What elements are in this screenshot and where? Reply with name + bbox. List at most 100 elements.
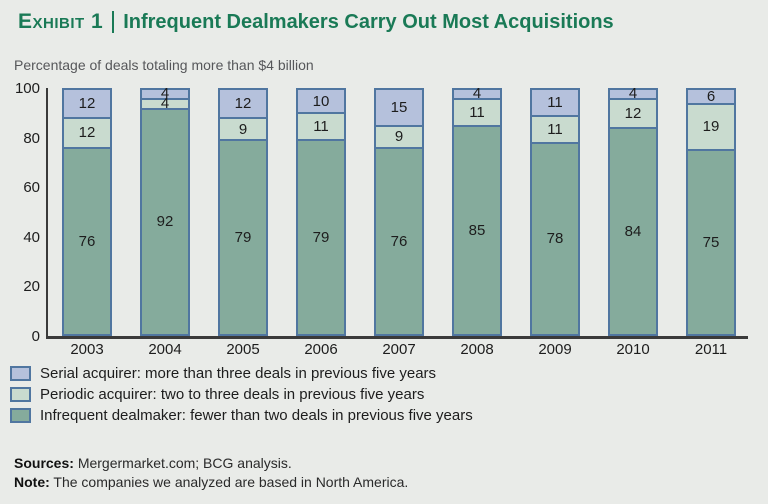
- bar-value-label: 79: [312, 229, 330, 247]
- y-axis-line: [46, 88, 48, 336]
- bar-value-label: 10: [312, 92, 330, 110]
- note-text: The companies we analyzed are based in N…: [53, 474, 409, 490]
- bar-2006: 10 11 79: [296, 88, 346, 336]
- exhibit-title: Exhibit 1 Infrequent Dealmakers Carry Ou…: [18, 10, 614, 34]
- legend-swatch: [10, 387, 31, 402]
- bar-segment: 92: [142, 109, 188, 334]
- sources-line: Sources: Mergermarket.com; BCG analysis.: [14, 455, 292, 471]
- note-label: Note:: [14, 474, 50, 490]
- bar-segment: 11: [532, 90, 578, 117]
- bar-segment: 11: [532, 116, 578, 144]
- bar-value-label: 19: [702, 118, 720, 136]
- bar-value-label: 9: [238, 120, 248, 138]
- bar-value-label: 76: [390, 232, 408, 250]
- bar-value-label: 4: [160, 85, 170, 103]
- x-tick-label: 2008: [460, 341, 494, 358]
- bar-value-label: 79: [234, 229, 252, 247]
- x-tick-label: 2005: [226, 341, 260, 358]
- bar-segment: 75: [688, 150, 734, 334]
- bar-value-label: 11: [547, 93, 563, 111]
- bar-segment: 12: [220, 90, 266, 120]
- x-axis-line: [46, 336, 748, 339]
- bar-segment: 12: [64, 119, 110, 149]
- legend-swatch: [10, 408, 31, 423]
- bar-value-label: 78: [546, 230, 564, 248]
- bar-segment: 6: [688, 87, 734, 105]
- bar-segment: 15: [376, 90, 422, 127]
- bar-segment: 11: [454, 99, 500, 127]
- x-tick-label: 2010: [616, 341, 650, 358]
- bar-2005: 12 9 79: [218, 88, 268, 336]
- exhibit-number-label: Exhibit 1: [18, 10, 104, 33]
- bar-value-label: 12: [234, 95, 252, 113]
- bar-2003: 12 12 76: [62, 88, 112, 336]
- bar-2011: 6 19 75: [686, 88, 736, 336]
- bar-segment: 76: [64, 148, 110, 334]
- bar-segment: 12: [64, 90, 110, 120]
- bar-segment: 19: [688, 104, 734, 151]
- bar-value-label: 75: [702, 233, 720, 251]
- bar-segment: 4: [610, 86, 656, 101]
- x-tick-label: 2007: [382, 341, 416, 358]
- page-title: Infrequent Dealmakers Carry Out Most Acq…: [123, 10, 614, 33]
- bar-value-label: 12: [624, 104, 642, 122]
- x-tick-label: 2006: [304, 341, 338, 358]
- bar-segment: 79: [298, 141, 344, 334]
- bar-2004: 4 4 92: [140, 86, 190, 336]
- bar-segment: 10: [298, 90, 344, 115]
- y-tick-label: 20: [23, 278, 40, 296]
- bar-segment: 85: [454, 126, 500, 334]
- x-tick-label: 2004: [148, 341, 182, 358]
- bar-segment: 4: [454, 86, 500, 101]
- bar-2010: 4 12 84: [608, 86, 658, 336]
- bar-value-label: 11: [313, 118, 329, 136]
- y-tick-label: 40: [23, 228, 40, 246]
- bar-value-label: 12: [78, 95, 96, 113]
- y-tick-label: 0: [31, 328, 40, 345]
- bar-value-label: 4: [472, 85, 482, 103]
- y-tick-label: 80: [23, 129, 40, 147]
- bar-segment: 84: [610, 129, 656, 334]
- x-tick-label: 2003: [70, 341, 104, 358]
- x-tick-label: 2011: [694, 341, 728, 358]
- bar-segment: 76: [376, 148, 422, 334]
- bar-value-label: 9: [394, 128, 404, 146]
- bar-2008: 4 11 85: [452, 86, 502, 336]
- bar-value-label: 92: [156, 213, 174, 231]
- sources-label: Sources:: [14, 455, 74, 471]
- bar-2007: 15 9 76: [374, 88, 424, 336]
- bar-segment: 4: [142, 96, 188, 111]
- bar-value-label: 84: [624, 222, 642, 240]
- bar-segment: 79: [220, 141, 266, 334]
- bar-segment: 11: [298, 114, 344, 142]
- legend-row: Infrequent dealmaker: fewer than two dea…: [10, 408, 473, 423]
- bar-2009: 11 11 78: [530, 88, 580, 336]
- bar-value-label: 12: [78, 124, 96, 142]
- x-tick-label: 2009: [538, 341, 572, 358]
- legend-label: Serial acquirer: more than three deals i…: [40, 365, 437, 382]
- bar-value-label: 11: [547, 120, 563, 138]
- bar-segment: 9: [376, 126, 422, 149]
- title-separator: [112, 11, 115, 33]
- chart-subtitle: Percentage of deals totaling more than $…: [14, 57, 314, 73]
- legend-row: Periodic acquirer: two to three deals in…: [10, 387, 473, 402]
- legend-label: Infrequent dealmaker: fewer than two dea…: [40, 407, 473, 424]
- bar-segment: 4: [142, 86, 188, 101]
- legend-row: Serial acquirer: more than three deals i…: [10, 366, 473, 381]
- y-tick-label: 100: [14, 80, 40, 97]
- legend-swatch: [10, 366, 31, 381]
- note-line: Note: The companies we analyzed are base…: [14, 474, 408, 490]
- y-tick-label: 60: [23, 179, 40, 197]
- bar-value-label: 76: [78, 232, 96, 250]
- bar-segment: 12: [610, 99, 656, 130]
- sources-text: Mergermarket.com; BCG analysis.: [77, 455, 292, 471]
- legend-label: Periodic acquirer: two to three deals in…: [40, 386, 425, 403]
- bar-value-label: 4: [628, 85, 638, 103]
- bar-value-label: 11: [469, 103, 485, 121]
- bar-value-label: 6: [706, 87, 716, 105]
- legend: Serial acquirer: more than three deals i…: [10, 366, 473, 429]
- bar-value-label: 4: [160, 95, 170, 113]
- bar-value-label: 85: [468, 221, 486, 239]
- bar-value-label: 15: [390, 98, 408, 116]
